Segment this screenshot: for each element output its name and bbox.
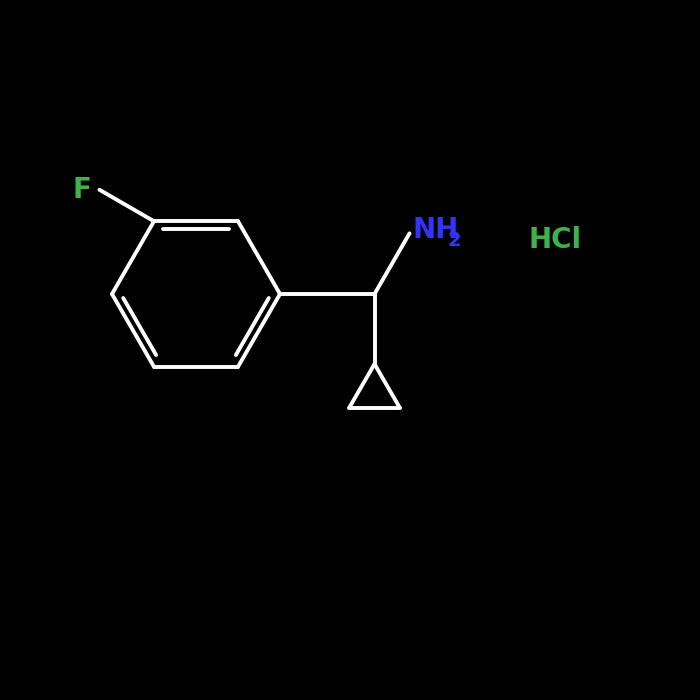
- Text: 2: 2: [448, 231, 461, 250]
- Text: HCl: HCl: [528, 226, 582, 254]
- Text: NH: NH: [413, 216, 459, 244]
- Text: F: F: [72, 176, 91, 204]
